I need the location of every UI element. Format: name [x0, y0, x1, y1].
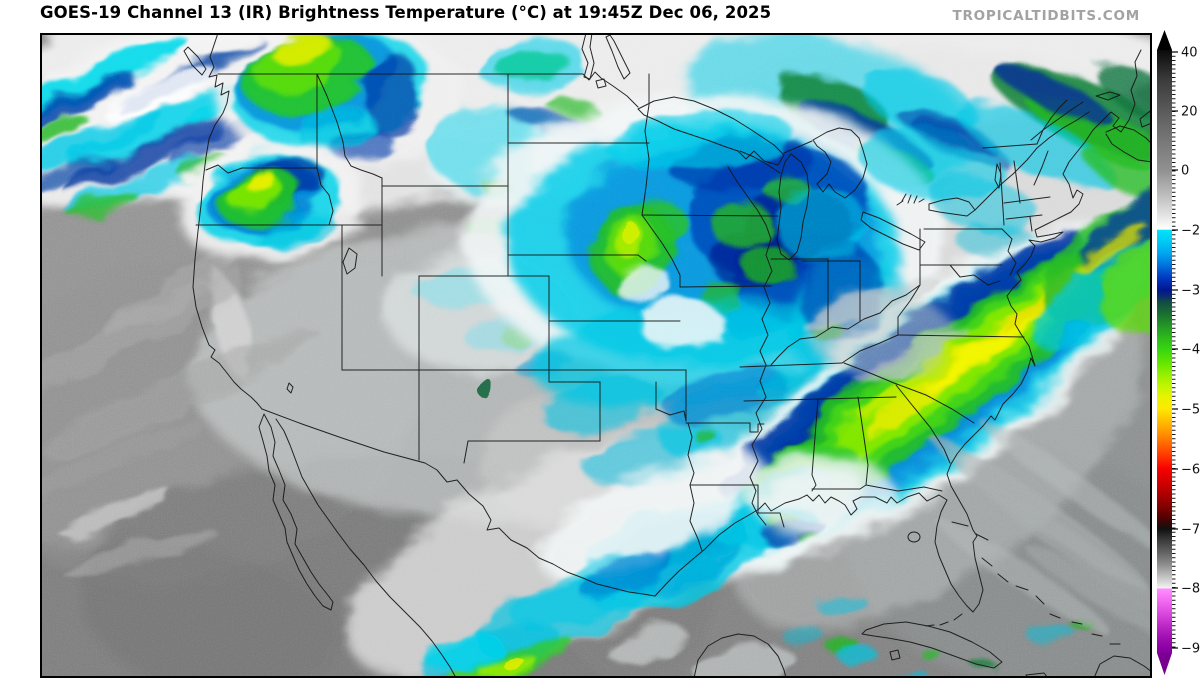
- geo-path: [907, 531, 921, 543]
- geo-path: [770, 284, 921, 366]
- colorbar-tick-label: −30: [1181, 284, 1200, 299]
- geo-path: [507, 254, 647, 262]
- colorbar-tick-label: 0: [1181, 164, 1189, 179]
- geo-path: [687, 422, 695, 486]
- geo-path: [258, 413, 334, 611]
- geo-path: [743, 396, 897, 402]
- geo-path: [654, 49, 1142, 613]
- geo-path: [925, 613, 963, 627]
- colorbar-tick-label: −90: [1181, 642, 1200, 657]
- geo-path: [641, 214, 779, 217]
- geo-path: [316, 73, 383, 179]
- geo-path: [693, 633, 787, 678]
- geo-path: [1093, 655, 1152, 678]
- geo-path: [895, 384, 951, 464]
- geo-path: [889, 649, 901, 661]
- geo-path: [463, 440, 601, 464]
- geo-path: [982, 143, 1038, 149]
- geo-path: [1001, 228, 1017, 276]
- colorbar-tick-label: −60: [1181, 463, 1200, 478]
- geo-path: [857, 396, 869, 486]
- geo-path: [342, 247, 358, 275]
- geo-path: [595, 78, 607, 89]
- geo-path: [897, 334, 1025, 338]
- geo-path: [928, 197, 976, 217]
- geo-path: [841, 334, 899, 364]
- geo-path: [217, 71, 639, 108]
- colorbar-svg: 40 20 0 −20 −30 −40 −50 −60 −70 −80 −90: [1157, 30, 1200, 675]
- geo-path: [776, 153, 810, 261]
- colorbar-tick-label: 40: [1181, 46, 1198, 61]
- geo-path: [893, 382, 975, 424]
- page-title: GOES-19 Channel 13 (IR) Brightness Tempe…: [40, 3, 772, 22]
- geo-path: [1013, 160, 1021, 204]
- site-watermark: TROPICALTIDBITS.COM: [952, 8, 1140, 24]
- geo-path: [994, 163, 1002, 189]
- colorbar-bottom-arrow: [1157, 653, 1172, 675]
- geo-path: [951, 521, 1121, 645]
- geo-path: [897, 284, 921, 336]
- colorbar-tick-label: −20: [1181, 224, 1200, 239]
- geo-path: [1003, 196, 1051, 204]
- geo-path: [261, 408, 656, 597]
- geo-path: [974, 147, 1038, 211]
- geo-path: [655, 408, 687, 422]
- geo-path: [739, 362, 843, 368]
- geo-path: [275, 418, 457, 678]
- colorbar-gradient: [1157, 50, 1172, 653]
- geo-path: [205, 164, 318, 174]
- geo-path: [316, 167, 334, 226]
- geo-path: [843, 362, 895, 384]
- geo-path: [192, 33, 263, 410]
- geo-path: [1033, 150, 1049, 186]
- geo-path: [605, 34, 631, 80]
- colorbar-major-ticks: 40 20 0 −20 −30 −40 −50 −60 −70 −80 −90: [1172, 46, 1200, 657]
- colorbar-tick-label: −80: [1181, 582, 1200, 597]
- satellite-map-image: [40, 33, 1152, 678]
- colorbar-top-arrow: [1157, 30, 1172, 50]
- geo-path: [749, 364, 767, 526]
- geo-path: [1036, 99, 1068, 145]
- geo-path: [999, 162, 1005, 226]
- geo-path: [679, 285, 772, 288]
- geo-path: [1029, 216, 1033, 232]
- noise-overlay: [40, 33, 1152, 678]
- colorbar-tick-label: −40: [1181, 343, 1200, 358]
- geo-path: [581, 33, 595, 80]
- geo-path: [861, 621, 1003, 669]
- geo-path: [727, 166, 772, 240]
- geo-path: [637, 96, 785, 166]
- border-layer: [183, 33, 1152, 678]
- satellite-map-svg: [40, 33, 1152, 678]
- colorbar-tick-label: −50: [1181, 403, 1200, 418]
- map-frame: [40, 33, 1152, 678]
- geo-path: [286, 382, 294, 394]
- geo-path: [1005, 214, 1043, 220]
- geo-path: [949, 264, 1001, 286]
- geo-path: [689, 484, 703, 552]
- geo-path: [1105, 133, 1152, 163]
- geo-path: [783, 140, 813, 154]
- geo-path: [1139, 110, 1152, 128]
- geo-path: [641, 214, 681, 288]
- geo-path: [896, 193, 925, 206]
- geo-path: [759, 238, 773, 366]
- geo-path: [860, 211, 926, 251]
- geo-path: [1036, 111, 1090, 149]
- geo-path: [757, 484, 785, 528]
- geo-path: [1095, 91, 1121, 101]
- geo-path: [811, 398, 819, 492]
- geo-path: [1030, 101, 1084, 141]
- colorbar-tick-label: 20: [1181, 105, 1198, 120]
- colorbar-tick-label: −70: [1181, 523, 1200, 538]
- geo-path: [811, 484, 943, 492]
- geo-path: [685, 422, 765, 433]
- geo-path: [812, 127, 868, 199]
- geo-path: [739, 150, 781, 174]
- temperature-colorbar: 40 20 0 −20 −30 −40 −50 −60 −70 −80 −90: [1150, 25, 1200, 690]
- geo-path: [641, 73, 650, 216]
- geo-path: [1105, 125, 1152, 145]
- geo-path: [183, 46, 207, 76]
